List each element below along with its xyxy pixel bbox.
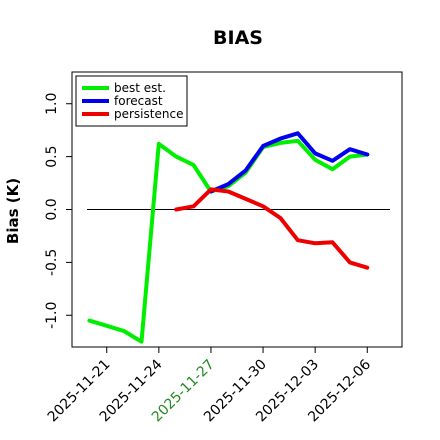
series-layer xyxy=(87,131,370,344)
x-ticks: 2025-11-212025-11-242025-11-272025-11-30… xyxy=(45,347,374,425)
y-tick-label: 1.0 xyxy=(44,93,60,115)
y-tick-label: 0.5 xyxy=(44,145,60,167)
y-tick-label: -0.5 xyxy=(44,249,60,276)
y-axis-label: Bias (K) xyxy=(4,178,22,244)
legend-label-best-est: best est. xyxy=(114,81,166,95)
series-line-persistence xyxy=(174,187,370,270)
legend-label-persistence: persistence xyxy=(114,107,183,121)
y-tick-label: -1.0 xyxy=(44,302,60,329)
y-tick-label: 0.0 xyxy=(44,198,60,220)
chart-title: BIAS xyxy=(213,27,263,49)
series-line-forecast xyxy=(208,131,370,194)
legend: best est. forecast persistence xyxy=(75,75,188,127)
y-ticks: 1.0 0.5 0.0 -0.5 -1.0 xyxy=(44,93,72,329)
legend-label-forecast: forecast xyxy=(114,94,163,108)
